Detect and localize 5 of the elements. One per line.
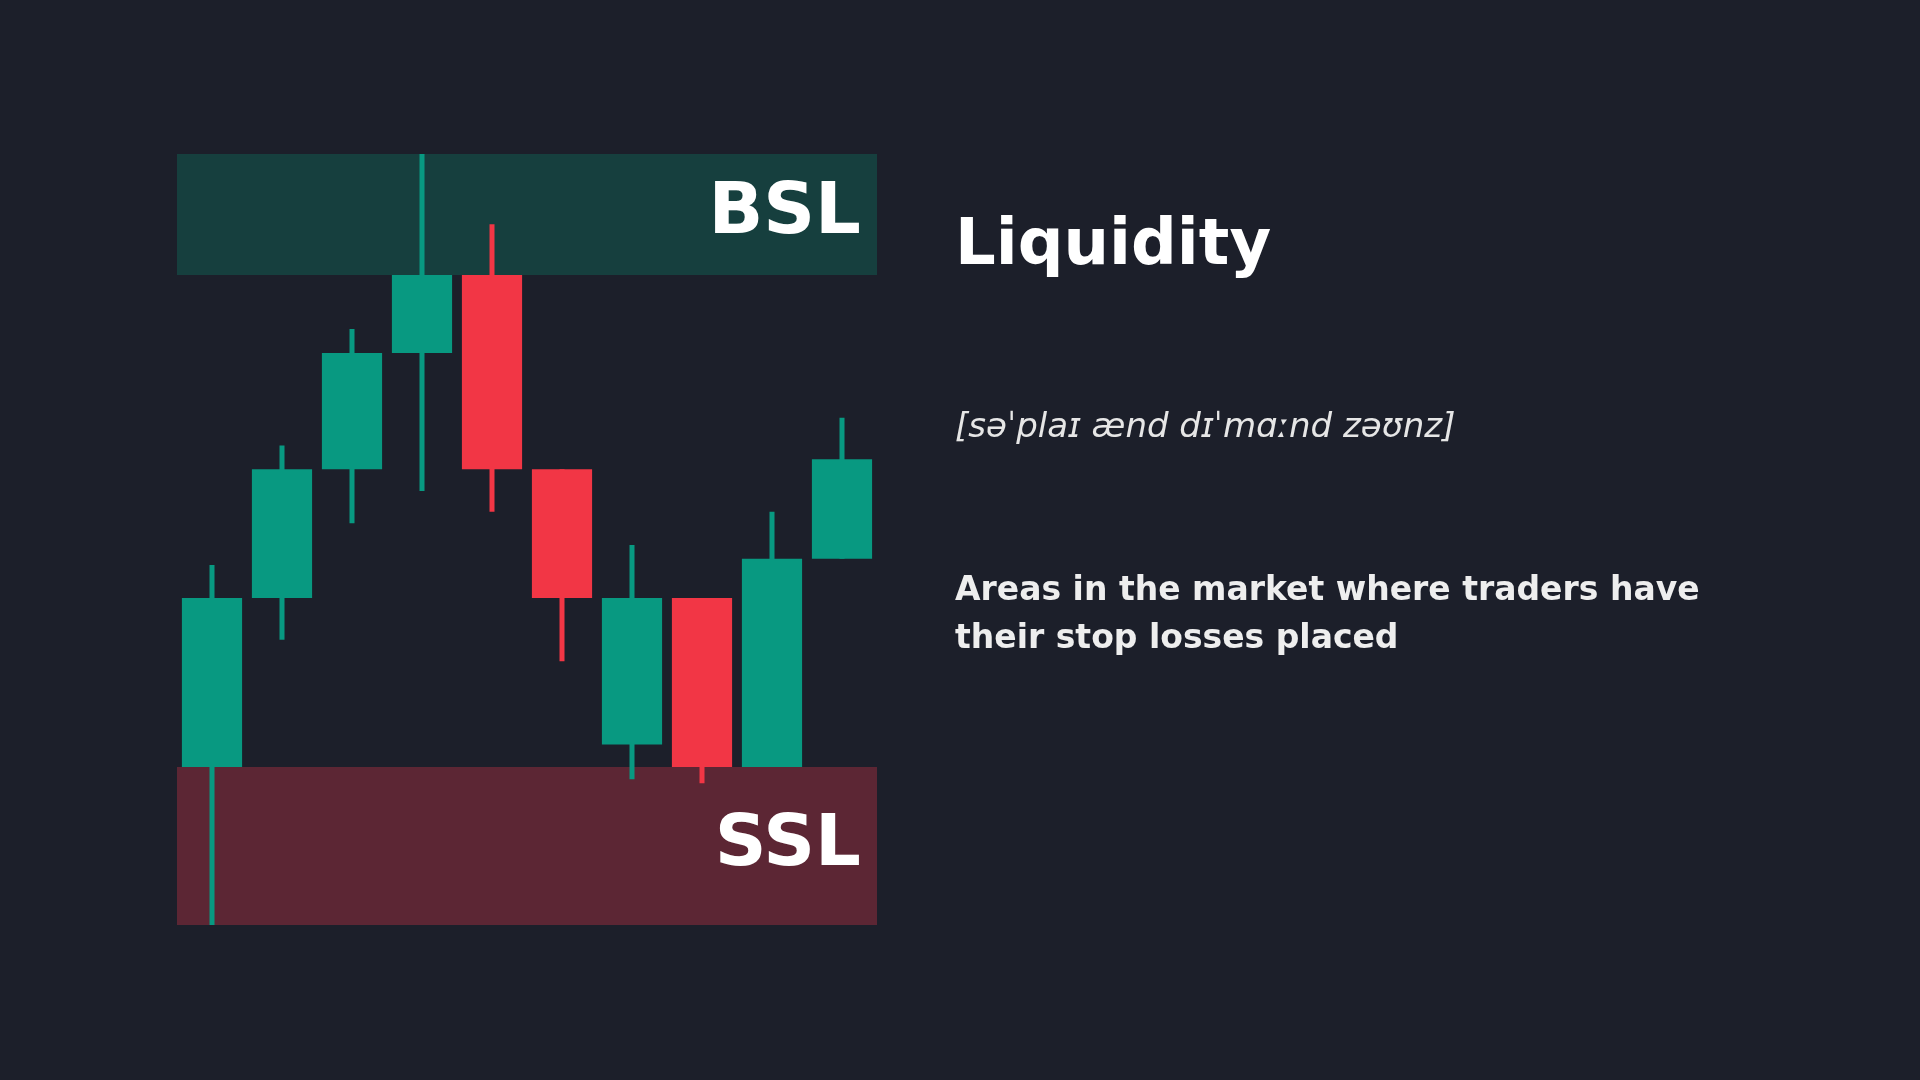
text: Areas in the market where traders have their stop losses placed: [955, 568, 1701, 658]
text: [səˈplaɪ ænd dɪˈmɑːnd zəʊnz]: [955, 405, 1456, 445]
band-label: BSL: [708, 166, 861, 251]
text: Liquidity: [955, 205, 1272, 279]
band-label: SSL: [714, 797, 861, 882]
